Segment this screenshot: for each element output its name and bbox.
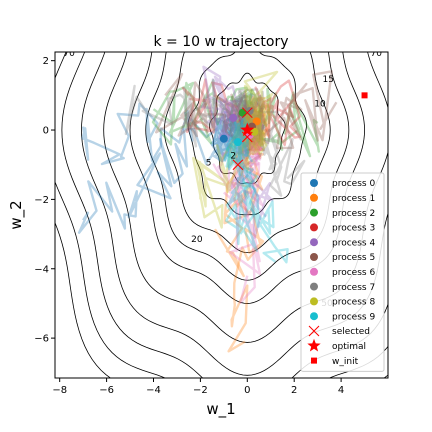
legend-marker <box>307 338 321 352</box>
legend-marker <box>310 253 318 261</box>
trajectory-process-4 <box>219 92 274 239</box>
x-tick-label: −4 <box>146 385 161 396</box>
final-point-process-0 <box>219 134 228 143</box>
chart-title: k = 10 w trajectory <box>153 34 288 50</box>
legend-label: process 7 <box>332 283 375 293</box>
legend-marker <box>310 193 318 202</box>
legend-marker <box>310 208 318 217</box>
trajectory-process-1 <box>214 95 269 278</box>
contour-label: 20 <box>191 235 203 245</box>
legend-label: w_init <box>332 357 359 367</box>
x-tick-label: 2 <box>291 385 297 396</box>
y-axis-label: w_2 <box>7 200 26 229</box>
trajectory-process-2 <box>151 79 254 146</box>
selected-marker <box>241 107 253 119</box>
markers <box>219 92 368 171</box>
legend-box <box>300 172 385 372</box>
legend-label: process 4 <box>332 238 375 248</box>
trajectory-process-0 <box>81 102 238 166</box>
legend-marker <box>310 282 318 291</box>
x-tick-label: 0 <box>244 385 250 396</box>
y-tick-label: −2 <box>34 195 49 206</box>
contour-line <box>55 52 388 378</box>
legend-marker <box>310 238 318 247</box>
trajectory-process-9 <box>223 118 258 252</box>
contour-label: 15 <box>322 75 333 85</box>
final-point-process-4 <box>229 113 238 122</box>
legend-marker <box>311 357 317 364</box>
x-axis-label: w_1 <box>206 400 235 419</box>
plot-frame <box>54 51 389 379</box>
trajectory-process-2 <box>228 86 320 158</box>
x-tick-label: −2 <box>193 385 208 396</box>
legend-marker <box>310 312 318 321</box>
legend-label: process 3 <box>332 224 375 234</box>
y-tick-label: −4 <box>34 264 49 275</box>
legend-label: process 2 <box>332 209 375 219</box>
legend-label: process 1 <box>332 194 375 204</box>
trajectory-process-7 <box>124 84 265 148</box>
trajectory-process-7 <box>237 88 306 197</box>
selected-marker <box>232 159 244 171</box>
axis-ticks: −8 −6 −4 −2 0 2 4 −6 −4 −2 0 2 <box>34 56 344 396</box>
legend-label: process 5 <box>332 253 375 263</box>
legend-marker <box>310 223 318 232</box>
contour-label: 70 <box>63 49 75 59</box>
contour-line <box>145 52 350 281</box>
y-tick-label: −6 <box>34 334 49 345</box>
legend: process 0 process 1 process 2 process 3 proc… <box>300 172 385 372</box>
final-point-process-2 <box>238 108 247 117</box>
final-point-process-1 <box>252 117 261 126</box>
x-tick-label: 4 <box>338 385 344 396</box>
legend-marker <box>308 325 320 337</box>
y-tick-label: 0 <box>43 126 49 137</box>
contour-label: 2 <box>230 152 236 162</box>
legend-label: process 8 <box>332 298 375 308</box>
legend-label: process 9 <box>332 312 375 322</box>
y-tick-label: 2 <box>43 56 49 67</box>
legend-marker <box>310 179 318 187</box>
optimal-marker <box>240 122 255 137</box>
contour-label: 10 <box>314 100 326 110</box>
contour-line <box>163 52 331 254</box>
legend-label: process 0 <box>332 179 375 189</box>
w-init-marker <box>361 92 368 99</box>
final-point-process-9 <box>233 138 242 147</box>
x-tick-label: −6 <box>99 385 114 396</box>
contour-label: 70 <box>371 49 383 59</box>
x-tick-label: −8 <box>52 385 67 396</box>
final-point-process-8 <box>250 127 259 136</box>
trajectory-process-1 <box>227 98 271 353</box>
contour-label: 5 <box>206 158 212 168</box>
legend-label: optimal <box>332 342 366 352</box>
legend-label: process 6 <box>332 268 375 278</box>
trajectory-process-8 <box>192 108 266 229</box>
legend-marker <box>310 267 318 276</box>
trajectory-process-9 <box>225 115 289 264</box>
legend-marker <box>310 297 318 306</box>
legend-label: selected <box>332 327 370 337</box>
contour-line <box>209 72 286 184</box>
contour-line <box>187 52 307 216</box>
